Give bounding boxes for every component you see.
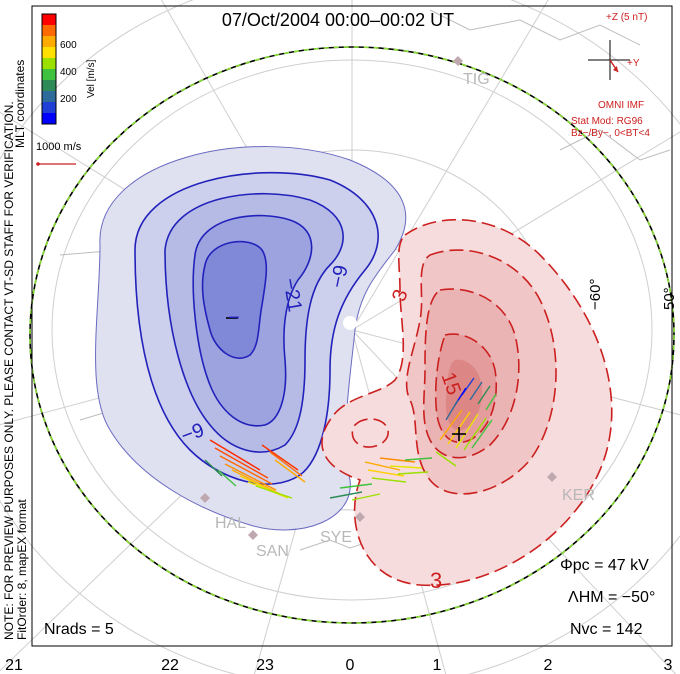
mlt-label-3: 3 bbox=[664, 657, 673, 674]
mlt-label-0: 0 bbox=[346, 657, 355, 674]
station-label-sye: SYE bbox=[320, 529, 352, 546]
negative-contours bbox=[95, 146, 407, 531]
stat-n-rads: Nrads = 5 bbox=[44, 621, 114, 638]
colorbar-segment bbox=[42, 80, 56, 92]
colorbar-segment bbox=[42, 25, 56, 37]
stat-lambda-hm: ΛHM = −50° bbox=[568, 589, 655, 606]
scale-vector-label: 1000 m/s bbox=[36, 141, 82, 153]
station-label-hal: HAL bbox=[215, 515, 246, 532]
positive-contours bbox=[321, 218, 613, 587]
imf-model-line2: Bz−/By−, 0<BT<4 bbox=[571, 128, 650, 139]
colorbar-segment bbox=[42, 91, 56, 103]
velocity-vectors-dusk bbox=[204, 439, 306, 499]
positive-potential-cell bbox=[321, 219, 612, 586]
hm-boundary bbox=[29, 46, 675, 624]
imf-clock-icon bbox=[588, 40, 630, 80]
latitude-label-50: 50° bbox=[661, 287, 678, 310]
plot-frame bbox=[31, 5, 673, 647]
mlt-label-1: 1 bbox=[433, 657, 442, 674]
colorbar-tick-200: 200 bbox=[60, 94, 77, 105]
colorbar-segment bbox=[42, 58, 56, 70]
station-label-san: SAN bbox=[256, 543, 289, 560]
mlt-label-2: 2 bbox=[544, 657, 553, 674]
fit-info: FitOrder: 8, mapEX format bbox=[15, 499, 29, 640]
colorbar-tick-600: 600 bbox=[60, 40, 77, 51]
imf-source: OMNI IMF bbox=[598, 100, 644, 111]
contour-label-neg-inner: −9 bbox=[326, 263, 352, 290]
colorbar-segment bbox=[42, 14, 56, 26]
contour-label-neg-min: − bbox=[228, 307, 240, 329]
preview-notice: NOTE: FOR PREVIEW PURPOSES ONLY. PLEASE … bbox=[2, 101, 16, 640]
station-label-ker: KER bbox=[562, 487, 595, 504]
velocity-colorbar bbox=[42, 14, 56, 125]
stat-phi-pc: Φpc = 47 kV bbox=[560, 557, 649, 574]
colorbar-frame bbox=[41, 13, 57, 125]
stat-n-vc: Nvc = 142 bbox=[570, 621, 643, 638]
colorbar-segment bbox=[42, 102, 56, 114]
station-label-tig: TIG bbox=[463, 71, 490, 88]
velocity-vectors-dawn bbox=[435, 377, 497, 467]
contour-label-pos-outer: 3 bbox=[430, 568, 442, 593]
velocity-vectors-midnight bbox=[329, 457, 433, 501]
scale-vector-origin bbox=[36, 162, 40, 166]
mlt-label-22: 22 bbox=[161, 657, 179, 674]
imf-y-label: +Y bbox=[627, 58, 640, 69]
station-markers bbox=[200, 56, 557, 540]
mlt-label-23: 23 bbox=[256, 657, 274, 674]
colorbar-unit-label: Vel [m/s] bbox=[86, 59, 97, 98]
potential-max-marker bbox=[452, 427, 466, 441]
latitude-label-60: −60° bbox=[587, 279, 604, 310]
colorbar-segment bbox=[42, 36, 56, 48]
colorbar-segment bbox=[42, 47, 56, 59]
pole-marker bbox=[343, 316, 357, 330]
map-title: 07/Oct/2004 00:00–00:02 UT bbox=[222, 10, 454, 30]
colorbar-segment bbox=[42, 69, 56, 81]
imf-model-line1: Stat Mod: RG96 bbox=[571, 116, 643, 127]
mlt-label-21: 21 bbox=[5, 657, 23, 674]
colorbar-tick-400: 400 bbox=[60, 67, 77, 78]
colorbar-segment bbox=[42, 113, 56, 125]
imf-z-label: +Z (5 nT) bbox=[606, 12, 647, 23]
coordinates-label: MLT coordinates bbox=[13, 60, 27, 148]
